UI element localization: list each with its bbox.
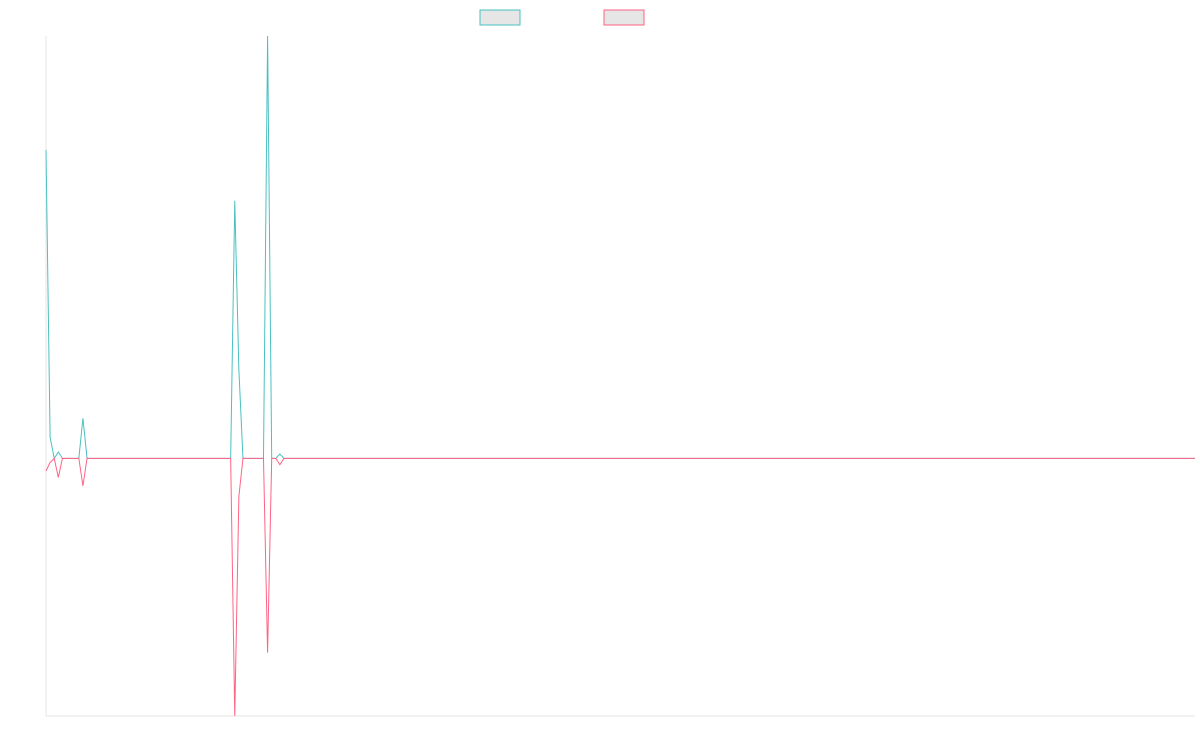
legend-swatch[interactable] <box>479 9 521 26</box>
series-line <box>45 35 1195 460</box>
legend-swatch[interactable] <box>603 9 645 26</box>
series-line <box>45 457 1195 717</box>
